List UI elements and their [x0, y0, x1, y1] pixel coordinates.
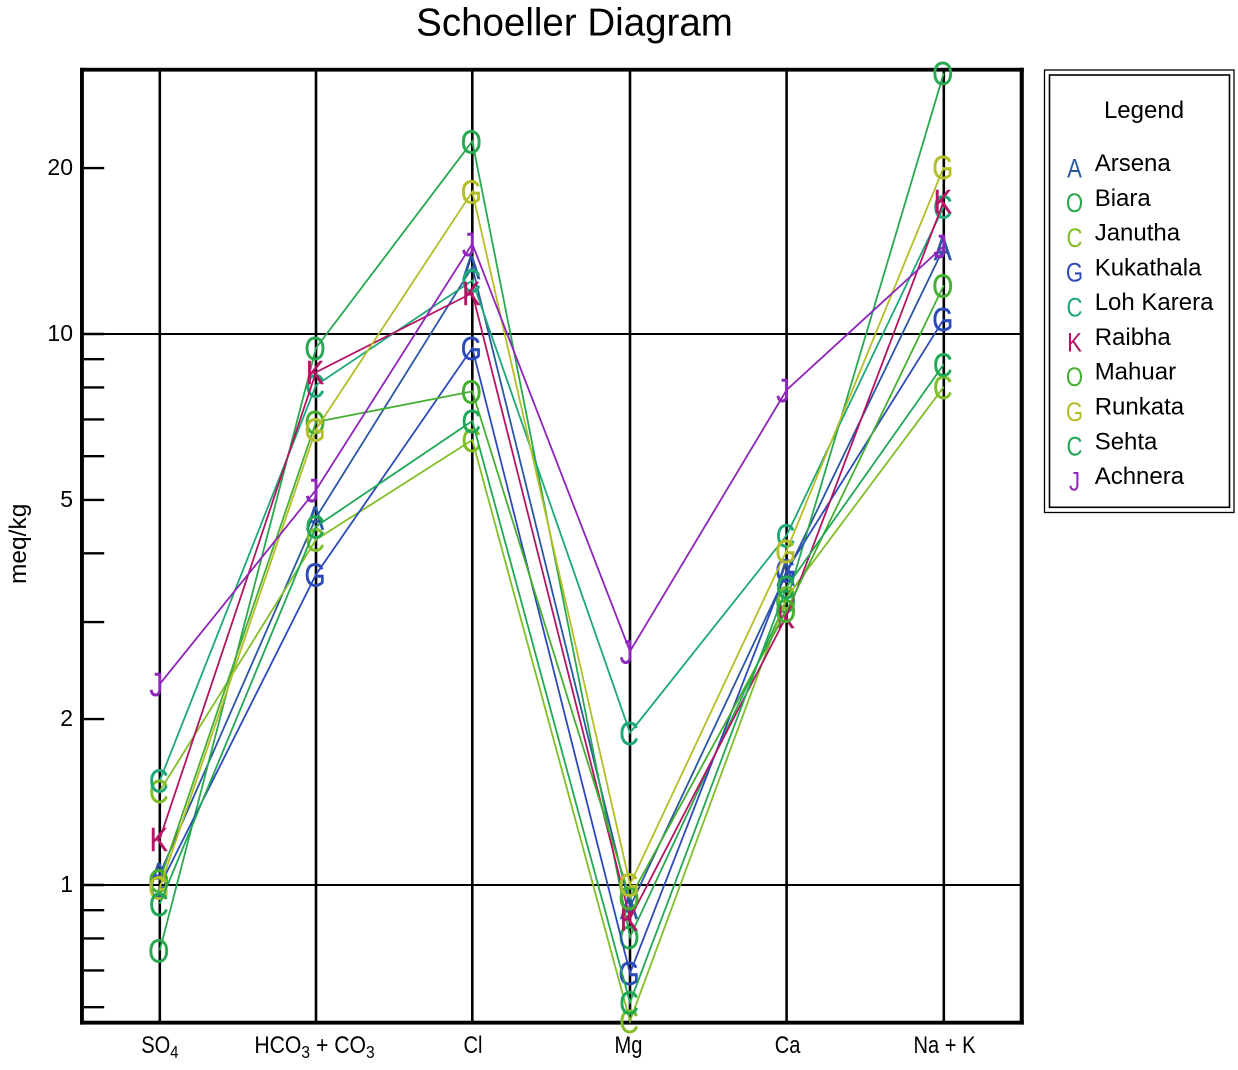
- svg-text:Ca: Ca: [775, 1031, 801, 1058]
- svg-text:A: A: [306, 501, 325, 537]
- svg-text:Legend: Legend: [1104, 97, 1184, 124]
- svg-text:Biara: Biara: [1095, 185, 1152, 212]
- svg-text:C: C: [462, 405, 482, 441]
- svg-text:O: O: [461, 375, 482, 411]
- svg-text:Mg: Mg: [615, 1031, 643, 1058]
- svg-text:C: C: [619, 716, 639, 752]
- svg-text:C: C: [1067, 433, 1083, 463]
- svg-text:G: G: [304, 558, 325, 594]
- svg-text:C: C: [776, 519, 796, 555]
- svg-text:O: O: [932, 57, 953, 93]
- svg-text:Schoeller Diagram: Schoeller Diagram: [416, 1, 733, 44]
- svg-text:2: 2: [60, 705, 73, 731]
- svg-text:C: C: [149, 764, 169, 800]
- svg-text:J: J: [150, 668, 164, 704]
- svg-text:J: J: [462, 227, 476, 263]
- svg-text:C: C: [933, 370, 953, 406]
- svg-text:C: C: [305, 523, 325, 559]
- svg-text:C: C: [776, 571, 796, 607]
- svg-text:K: K: [620, 902, 638, 938]
- svg-text:G: G: [304, 413, 325, 449]
- svg-text:O: O: [304, 332, 325, 368]
- svg-text:J: J: [306, 474, 320, 510]
- svg-text:K: K: [777, 600, 795, 636]
- svg-text:G: G: [148, 871, 169, 907]
- svg-text:Arsena: Arsena: [1095, 150, 1172, 177]
- svg-text:G: G: [932, 151, 953, 187]
- svg-text:K: K: [934, 184, 952, 220]
- svg-text:C: C: [305, 369, 325, 405]
- svg-text:A: A: [1067, 154, 1082, 184]
- svg-text:O: O: [618, 882, 639, 918]
- svg-text:G: G: [618, 957, 639, 993]
- svg-text:A: A: [934, 231, 953, 267]
- svg-text:G: G: [461, 332, 482, 368]
- svg-text:O: O: [304, 406, 325, 442]
- svg-text:C: C: [619, 986, 639, 1022]
- svg-text:J: J: [1069, 467, 1080, 497]
- svg-text:20: 20: [47, 154, 73, 180]
- svg-text:K: K: [1067, 328, 1082, 358]
- svg-text:Na + K: Na + K: [914, 1031, 976, 1058]
- svg-text:O: O: [461, 125, 482, 161]
- svg-text:K: K: [150, 822, 168, 858]
- svg-text:C: C: [149, 775, 169, 811]
- svg-text:C: C: [1067, 224, 1083, 254]
- svg-text:G: G: [1066, 398, 1083, 428]
- svg-text:Janutha: Janutha: [1095, 220, 1181, 247]
- svg-text:C: C: [619, 1005, 639, 1041]
- svg-text:G: G: [461, 175, 482, 211]
- svg-text:C: C: [305, 510, 325, 546]
- svg-text:K: K: [306, 356, 324, 392]
- svg-text:G: G: [775, 534, 796, 570]
- svg-text:Loh Karera: Loh Karera: [1095, 289, 1214, 316]
- svg-text:O: O: [148, 934, 169, 970]
- svg-text:5: 5: [60, 486, 73, 512]
- svg-text:C: C: [1067, 294, 1083, 324]
- svg-text:C: C: [149, 887, 169, 923]
- svg-text:Kukathala: Kukathala: [1095, 254, 1202, 281]
- svg-text:O: O: [1066, 189, 1083, 219]
- svg-text:G: G: [1066, 259, 1083, 289]
- svg-text:Runkata: Runkata: [1095, 394, 1185, 421]
- svg-text:O: O: [932, 269, 953, 305]
- svg-text:C: C: [933, 348, 953, 384]
- svg-text:Sehta: Sehta: [1095, 428, 1158, 455]
- svg-text:1: 1: [60, 871, 73, 897]
- svg-text:C: C: [462, 264, 482, 300]
- svg-text:K: K: [462, 277, 480, 313]
- svg-text:G: G: [148, 870, 169, 906]
- svg-text:10: 10: [47, 320, 73, 346]
- svg-text:O: O: [1066, 363, 1083, 393]
- svg-text:HCO3 + CO3: HCO3 + CO3: [254, 1031, 374, 1063]
- svg-text:Cl: Cl: [464, 1031, 483, 1058]
- svg-text:G: G: [932, 303, 953, 339]
- svg-text:Mahuar: Mahuar: [1095, 359, 1176, 386]
- svg-text:Raibha: Raibha: [1095, 324, 1172, 351]
- svg-text:G: G: [618, 868, 639, 904]
- svg-text:meq/kg: meq/kg: [5, 504, 32, 584]
- svg-text:J: J: [776, 374, 790, 410]
- svg-text:Achnera: Achnera: [1095, 463, 1185, 490]
- svg-text:J: J: [934, 230, 948, 266]
- svg-text:A: A: [462, 251, 481, 287]
- svg-text:J: J: [620, 635, 634, 671]
- svg-text:O: O: [775, 585, 796, 621]
